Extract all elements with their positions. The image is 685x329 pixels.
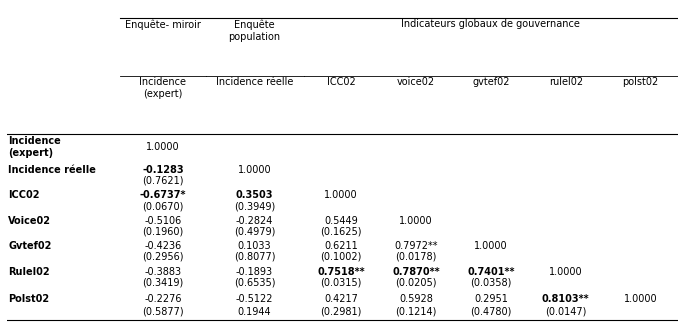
Text: (0.1625): (0.1625): [320, 226, 362, 236]
Text: -0.5106: -0.5106: [145, 216, 182, 226]
Text: ICC02: ICC02: [8, 190, 40, 200]
Text: 0.1033: 0.1033: [238, 241, 271, 251]
Text: 0.7401**: 0.7401**: [467, 267, 514, 277]
Text: (0.4979): (0.4979): [234, 226, 275, 236]
Text: 0.7972**: 0.7972**: [394, 241, 438, 251]
Text: (0.8077): (0.8077): [234, 252, 275, 262]
Text: Incidence
(expert): Incidence (expert): [8, 136, 61, 158]
Text: 0.6211: 0.6211: [324, 241, 358, 251]
Text: (0.7621): (0.7621): [142, 175, 184, 185]
Text: Incidence réelle: Incidence réelle: [216, 77, 293, 88]
Text: 1.0000: 1.0000: [238, 165, 271, 175]
Text: (0.2956): (0.2956): [142, 252, 184, 262]
Text: Enquête
population: Enquête population: [229, 19, 281, 41]
Text: 1.0000: 1.0000: [399, 216, 433, 226]
Text: (0.0670): (0.0670): [142, 201, 184, 211]
Text: (0.6535): (0.6535): [234, 278, 275, 288]
Text: (0.1214): (0.1214): [395, 307, 436, 316]
Text: ICC02: ICC02: [327, 77, 356, 88]
Text: 0.8103**: 0.8103**: [542, 294, 590, 304]
Text: Enquête- miroir: Enquête- miroir: [125, 19, 201, 30]
Text: 0.5449: 0.5449: [324, 216, 358, 226]
Text: 0.4217: 0.4217: [324, 294, 358, 304]
Text: (0.2981): (0.2981): [321, 307, 362, 316]
Text: Gvtef02: Gvtef02: [8, 241, 51, 251]
Text: (0.5877): (0.5877): [142, 307, 184, 316]
Text: -0.2276: -0.2276: [144, 294, 182, 304]
Text: -0.2824: -0.2824: [236, 216, 273, 226]
Text: Indicateurs globaux de gouvernance: Indicateurs globaux de gouvernance: [401, 19, 580, 29]
Text: (0.3949): (0.3949): [234, 201, 275, 211]
Text: gvtef02: gvtef02: [472, 77, 510, 88]
Text: (0.0147): (0.0147): [545, 307, 586, 316]
Text: (0.0205): (0.0205): [395, 278, 436, 288]
Text: -0.1283: -0.1283: [142, 165, 184, 175]
Text: -0.5122: -0.5122: [236, 294, 273, 304]
Text: Incidence réelle: Incidence réelle: [8, 165, 96, 175]
Text: 0.5928: 0.5928: [399, 294, 433, 304]
Text: rulel02: rulel02: [549, 77, 583, 88]
Text: 0.1944: 0.1944: [238, 307, 271, 316]
Text: Voice02: Voice02: [8, 216, 51, 226]
Text: 0.7518**: 0.7518**: [317, 267, 365, 277]
Text: -0.3883: -0.3883: [145, 267, 182, 277]
Text: Incidence
(expert): Incidence (expert): [139, 77, 186, 99]
Text: 1.0000: 1.0000: [146, 142, 179, 152]
Text: -0.6737*: -0.6737*: [140, 190, 186, 200]
Text: (0.4780): (0.4780): [470, 307, 512, 316]
Text: 1.0000: 1.0000: [549, 267, 582, 277]
Text: (0.0358): (0.0358): [470, 278, 512, 288]
Text: (0.1960): (0.1960): [142, 226, 184, 236]
Text: Rulel02: Rulel02: [8, 267, 50, 277]
Text: 1.0000: 1.0000: [624, 294, 658, 304]
Text: polst02: polst02: [623, 77, 659, 88]
Text: -0.4236: -0.4236: [145, 241, 182, 251]
Text: 1.0000: 1.0000: [324, 190, 358, 200]
Text: -0.1893: -0.1893: [236, 267, 273, 277]
Text: Polst02: Polst02: [8, 294, 49, 304]
Text: 0.7870**: 0.7870**: [392, 267, 440, 277]
Text: 1.0000: 1.0000: [474, 241, 508, 251]
Text: voice02: voice02: [397, 77, 435, 88]
Text: (0.0178): (0.0178): [395, 252, 436, 262]
Text: 0.3503: 0.3503: [236, 190, 273, 200]
Text: 0.2951: 0.2951: [474, 294, 508, 304]
Text: (0.1002): (0.1002): [321, 252, 362, 262]
Text: (0.0315): (0.0315): [321, 278, 362, 288]
Text: (0.3419): (0.3419): [142, 278, 184, 288]
